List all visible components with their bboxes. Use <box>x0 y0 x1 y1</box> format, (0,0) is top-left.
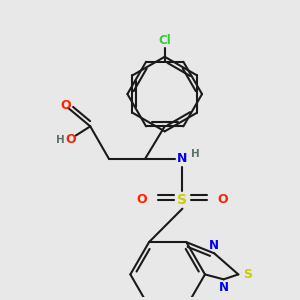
Text: S: S <box>177 193 188 207</box>
Text: O: O <box>65 133 76 146</box>
Text: N: N <box>209 239 219 252</box>
Text: O: O <box>61 99 71 112</box>
Text: N: N <box>219 281 229 294</box>
Text: S: S <box>243 268 252 281</box>
Text: N: N <box>177 152 188 165</box>
Text: O: O <box>136 193 147 206</box>
Text: H: H <box>56 134 64 145</box>
Text: H: H <box>191 149 200 159</box>
Text: O: O <box>218 193 228 206</box>
Text: Cl: Cl <box>158 34 171 47</box>
